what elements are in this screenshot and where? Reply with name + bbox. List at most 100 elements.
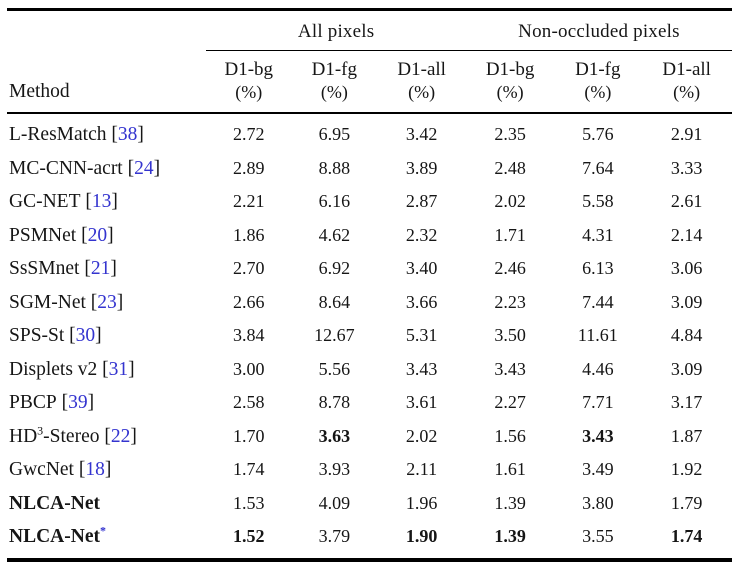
- metric-value: 3.50: [494, 325, 526, 346]
- unit-label: (%): [377, 81, 466, 115]
- metric-value: 3.61: [405, 392, 438, 413]
- method-name-text: Displets v2: [9, 358, 98, 380]
- citation-number[interactable]: 21: [90, 258, 111, 280]
- metric-value: 3.06: [670, 258, 703, 279]
- method-column-header: Method: [7, 50, 207, 115]
- method-name-text: GC-NET: [9, 191, 81, 213]
- metric-value: 1.79: [670, 492, 703, 513]
- citation-ref[interactable]: [39]: [56, 392, 95, 414]
- group-header-all-pixels: All pixels: [206, 9, 466, 51]
- table-row: PSMNet [20] 1.86 4.62 2.32 1.71 4.31 2.14: [7, 219, 732, 253]
- method-name: SGM-Net [23]: [7, 286, 206, 320]
- table-row: GC-NET [13] 2.21 6.16 2.87 2.02 5.58 2.61: [7, 185, 732, 219]
- column-header-noc-d1-fg: D1-fg: [575, 59, 621, 80]
- citation-number[interactable]: 30: [75, 325, 96, 347]
- method-name-text: SsSMnet: [9, 258, 80, 280]
- citation-ref[interactable]: [24]: [122, 157, 161, 179]
- table-row: PBCP [39] 2.58 8.78 3.61 2.27 7.71 3.17: [7, 386, 732, 420]
- metric-value: 3.89: [405, 157, 438, 178]
- metric-value: 5.56: [318, 358, 351, 379]
- metric-value: 2.89: [233, 157, 265, 178]
- citation-number[interactable]: 38: [117, 124, 138, 146]
- metric-value: 4.09: [318, 492, 351, 513]
- metric-value: 1.86: [233, 224, 265, 245]
- method-name: L-ResMatch [38]: [7, 113, 206, 152]
- metric-value: 8.88: [318, 157, 351, 178]
- metric-value: 1.71: [494, 224, 526, 245]
- metric-value: 2.91: [670, 124, 703, 145]
- metric-value: 3.93: [318, 459, 351, 480]
- column-header-noc-d1-all: D1-all: [662, 59, 711, 80]
- metric-value: 1.53: [233, 492, 265, 513]
- method-name: GC-NET [13]: [7, 185, 206, 219]
- metric-value: 3.43: [405, 358, 438, 379]
- table-row: NLCA-Net* 1.52 3.79 1.90 1.39 3.55 1.74: [7, 520, 732, 560]
- metric-value: 2.23: [494, 291, 526, 312]
- table-row: SPS-St [30] 3.84 12.67 5.31 3.50 11.61 4.84: [7, 319, 732, 353]
- metric-value: 3.00: [233, 358, 265, 379]
- citation-ref[interactable]: [20]: [76, 224, 114, 246]
- citation-ref[interactable]: [18]: [73, 459, 112, 481]
- metric-value: 1.90: [405, 526, 438, 547]
- metric-value: 2.46: [494, 258, 526, 279]
- metric-value: 8.78: [318, 392, 351, 413]
- metric-value: 11.61: [577, 325, 618, 346]
- unit-label: (%): [291, 81, 378, 115]
- corner-cell: [7, 10, 206, 51]
- metric-value: 3.40: [405, 258, 438, 279]
- metric-value: 4.62: [318, 224, 351, 245]
- metric-value: 3.84: [233, 325, 265, 346]
- metric-value: 2.32: [405, 224, 438, 245]
- method-name: PSMNet [20]: [7, 219, 206, 253]
- citation-ref[interactable]: [13]: [80, 191, 118, 213]
- citation-number[interactable]: 39: [68, 392, 88, 414]
- method-name: NLCA-Net*: [7, 520, 206, 560]
- metric-value: 3.55: [582, 526, 614, 547]
- citation-number[interactable]: 23: [97, 291, 117, 313]
- citation-number[interactable]: 18: [85, 459, 105, 481]
- metric-value: 1.87: [670, 425, 703, 446]
- table-header: All pixels Non-occluded pixels Method D1…: [7, 9, 732, 115]
- citation-ref[interactable]: [21]: [79, 258, 117, 280]
- metric-value: 1.56: [494, 425, 526, 446]
- citation-ref[interactable]: [22]: [99, 425, 137, 447]
- column-header-noc-d1-bg: D1-bg: [485, 59, 535, 80]
- citation-ref[interactable]: [31]: [97, 358, 135, 380]
- citation-number[interactable]: 22: [110, 425, 131, 447]
- method-name: NLCA-Net: [7, 487, 206, 521]
- metric-value: 6.95: [318, 124, 351, 145]
- metric-value: 12.67: [314, 325, 355, 346]
- unit-label: (%): [465, 81, 555, 115]
- citation-number[interactable]: 24: [134, 157, 154, 179]
- metric-value: 6.92: [318, 258, 351, 279]
- method-name-text: MC-CNN-acrt: [9, 157, 123, 179]
- method-name-text: HD: [9, 425, 38, 447]
- metric-value: 3.66: [405, 291, 438, 312]
- superscript: 3: [37, 423, 44, 438]
- citation-number[interactable]: 20: [87, 224, 108, 246]
- table-row: HD3-Stereo [22] 1.70 3.63 2.02 1.56 3.43 1.87: [7, 420, 732, 454]
- group-header-row: All pixels Non-occluded pixels: [7, 9, 732, 51]
- metric-value: 1.39: [494, 492, 526, 513]
- metric-value: 4.46: [582, 358, 614, 379]
- metric-value: 2.61: [670, 191, 703, 212]
- metric-value: 2.14: [670, 224, 703, 245]
- table-row: L-ResMatch [38] 2.72 6.95 3.42 2.35 5.76 2.91: [7, 113, 732, 152]
- table-row: SGM-Net [23] 2.66 8.64 3.66 2.23 7.44 3.09: [7, 286, 732, 320]
- citation-ref[interactable]: [23]: [85, 291, 124, 313]
- citation-number[interactable]: 13: [91, 191, 112, 213]
- metric-value: 6.13: [582, 258, 614, 279]
- metric-value: 1.70: [233, 425, 265, 446]
- metric-value: 1.92: [670, 459, 703, 480]
- metric-value: 3.43: [582, 425, 614, 446]
- method-name-text: SPS-St: [9, 325, 65, 347]
- metric-value: 2.70: [233, 258, 265, 279]
- citation-ref[interactable]: [30]: [64, 325, 102, 347]
- metric-value: 2.02: [405, 425, 438, 446]
- method-name-text: PBCP: [9, 392, 57, 414]
- metric-value: 3.80: [582, 492, 614, 513]
- metric-value: 2.87: [405, 191, 438, 212]
- citation-number[interactable]: 31: [108, 358, 129, 380]
- citation-ref[interactable]: [38]: [106, 124, 144, 146]
- method-name: SsSMnet [21]: [7, 252, 206, 286]
